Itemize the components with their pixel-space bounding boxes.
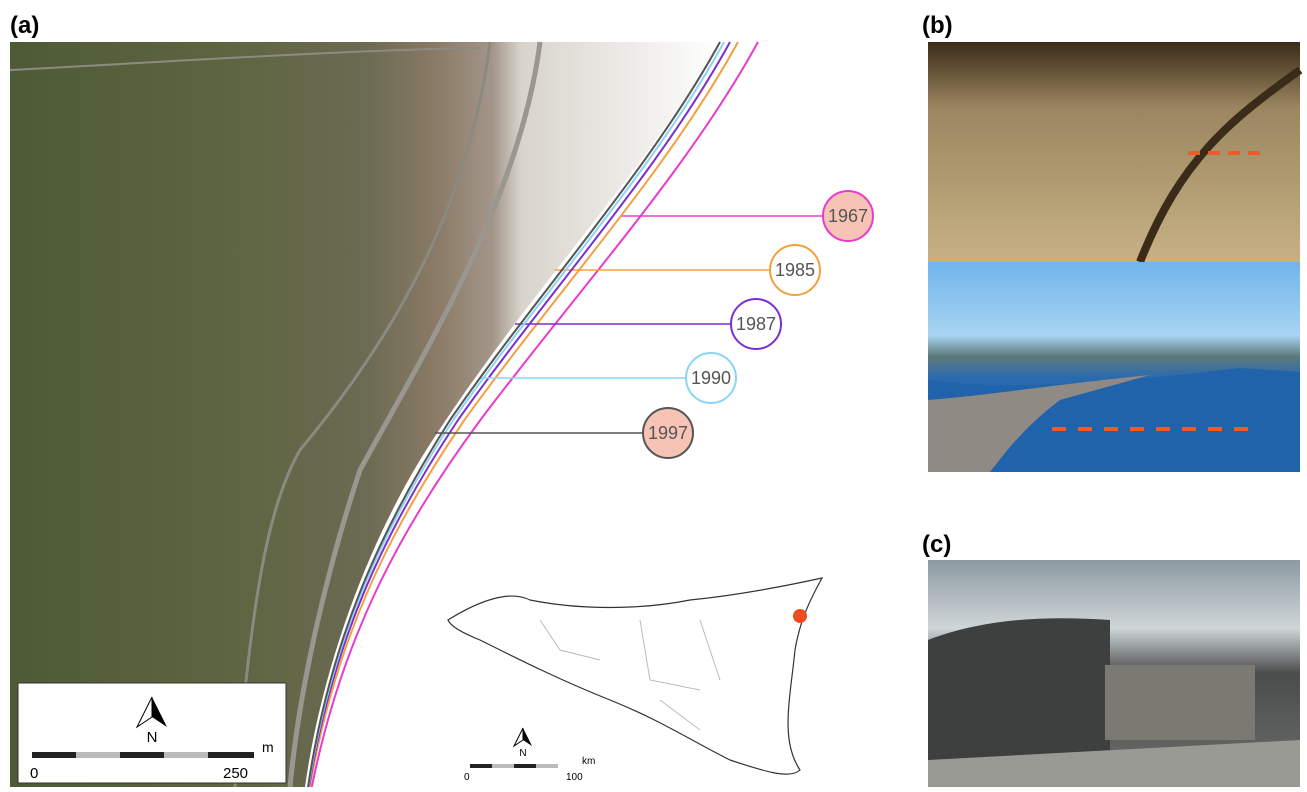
north-label: N	[519, 748, 526, 759]
photo-damage	[928, 560, 1300, 787]
photo-modern	[928, 262, 1300, 472]
year-label: 1997	[648, 423, 688, 443]
figure: (a) (b) (c) 1967 1985 1987 1990 1997 N m 0 2…	[0, 0, 1307, 787]
panel-label: (a)	[10, 12, 39, 39]
page: {"panels": {"a": {"label": "(a)"}, "b": …	[0, 0, 1307, 787]
panel-label: (b)	[922, 12, 953, 39]
year-label: 1987	[736, 314, 776, 334]
year-label: 1985	[775, 260, 815, 280]
map-scale: N m 0 250	[18, 683, 286, 783]
year-label: 1990	[691, 368, 731, 388]
scale-start: 0	[30, 765, 38, 782]
scale-end: 100	[566, 772, 583, 783]
panel-label: (c)	[922, 531, 951, 558]
north-label: N	[147, 729, 158, 746]
scale-start: 0	[464, 772, 470, 783]
scale-unit: km	[582, 756, 595, 767]
scale-end: 250	[223, 765, 248, 782]
year-label: 1967	[828, 206, 868, 226]
photo-historic	[928, 42, 1300, 262]
scale-unit: m	[262, 739, 274, 755]
